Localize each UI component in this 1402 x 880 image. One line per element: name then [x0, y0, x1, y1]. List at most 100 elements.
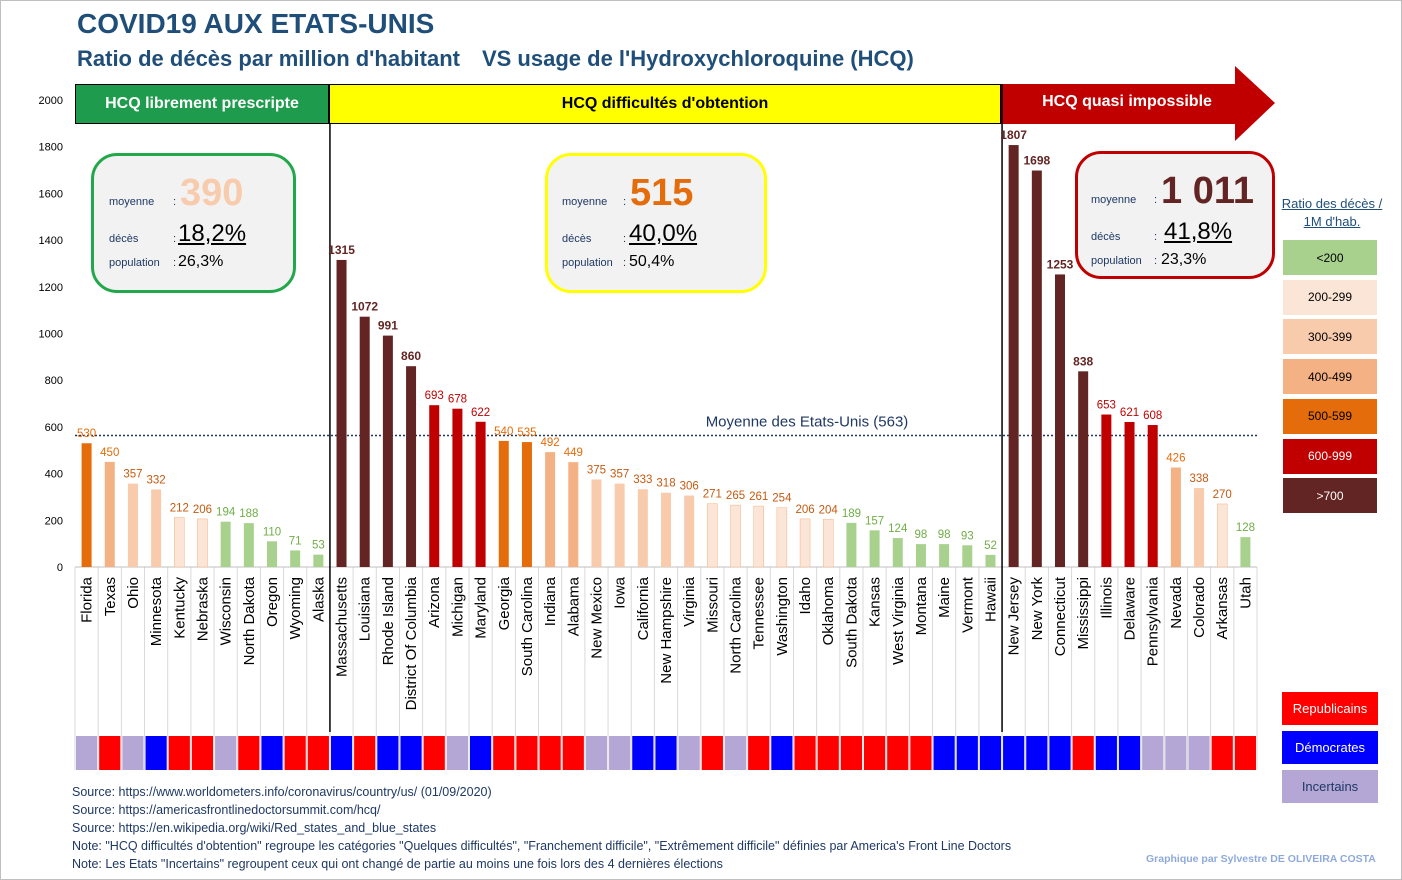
- x-tick-label: Missouri: [704, 577, 721, 633]
- colon: :: [623, 196, 627, 208]
- party-legend-item: Démocrates: [1282, 731, 1378, 764]
- bar: [822, 519, 834, 568]
- party-cell: [701, 736, 723, 770]
- population-pct: 26,3%: [178, 253, 224, 270]
- data-label: 53: [312, 540, 325, 552]
- party-cell: [1026, 736, 1048, 770]
- bar: [243, 523, 254, 567]
- data-label: 535: [517, 427, 536, 439]
- x-tick-label: Wisconsin: [218, 577, 235, 645]
- x-tick-label: Washington: [774, 577, 791, 656]
- data-label: 98: [915, 529, 928, 541]
- party-cell: [238, 736, 260, 770]
- bar: [1216, 503, 1228, 568]
- bar: [290, 550, 301, 567]
- bar: [614, 483, 625, 567]
- bar: [568, 462, 579, 567]
- party-cell: [76, 736, 98, 770]
- average-line-label: Moyenne des Etats-Unis (563): [706, 414, 909, 431]
- bar: [1170, 467, 1181, 567]
- data-label: 318: [656, 478, 675, 490]
- data-label: 1807: [1000, 128, 1027, 142]
- party-cell: [817, 736, 839, 770]
- party-cell: [122, 736, 144, 770]
- x-tick-label: Connecticut: [1052, 576, 1069, 656]
- x-tick-label: New Hampshire: [658, 577, 675, 684]
- x-tick-label: Alaska: [310, 576, 327, 622]
- colon: :: [173, 233, 177, 245]
- data-label: 261: [749, 491, 768, 503]
- y-tick-label: 1600: [39, 188, 63, 200]
- party-cell: [609, 736, 631, 770]
- data-label: 357: [610, 469, 629, 481]
- x-tick-label: Texas: [102, 577, 119, 616]
- x-tick-label: California: [635, 576, 652, 640]
- data-label: 678: [448, 394, 467, 406]
- colon: :: [623, 233, 627, 245]
- party-cell: [1095, 736, 1117, 770]
- y-tick-label: 0: [57, 562, 63, 574]
- party-cell: [377, 736, 399, 770]
- bar: [1147, 425, 1158, 567]
- y-tick-label: 1200: [39, 282, 63, 294]
- data-label: 1253: [1047, 257, 1074, 271]
- x-tick-label: Georgia: [496, 576, 513, 630]
- x-tick-label: Indiana: [542, 576, 559, 626]
- data-label: 1315: [328, 243, 355, 257]
- x-tick-label: Alabama: [565, 576, 582, 636]
- source-line: Source: https://en.wikipedia.org/wiki/Re…: [72, 821, 437, 835]
- party-cell: [1165, 736, 1187, 770]
- x-tick-label: Louisiana: [357, 576, 374, 641]
- x-tick-label: North Carolina: [728, 576, 745, 673]
- data-label: 306: [680, 481, 699, 493]
- data-label: 128: [1236, 522, 1255, 534]
- bar: [1031, 170, 1042, 567]
- data-label: 188: [239, 508, 258, 520]
- party-cell: [887, 736, 909, 770]
- data-label: 110: [263, 526, 281, 538]
- y-tick-label: 600: [45, 422, 63, 434]
- bar: [1124, 421, 1135, 567]
- bar: [127, 483, 138, 567]
- x-tick-label: Maine: [936, 577, 953, 618]
- data-label: 206: [795, 504, 814, 516]
- bar: [336, 259, 347, 567]
- y-tick-label: 1800: [39, 142, 63, 154]
- data-label: 212: [170, 502, 189, 514]
- data-label: 254: [772, 493, 792, 505]
- party-cell: [168, 736, 190, 770]
- data-label: 530: [77, 428, 96, 440]
- chart-subtitle: Ratio de décès par million d'habitant VS …: [77, 46, 914, 72]
- x-tick-label: Massachusetts: [334, 577, 351, 677]
- x-tick-label: New York: [1029, 577, 1046, 641]
- party-cell: [585, 736, 608, 770]
- bar: [452, 408, 463, 567]
- data-label: 333: [633, 474, 652, 486]
- zone-header-impossible: HCQ quasi impossible: [1042, 93, 1212, 110]
- data-label: 93: [961, 530, 974, 542]
- deces-pct: 40,0%: [629, 220, 698, 247]
- bar: [892, 538, 903, 567]
- x-tick-label: Kansas: [867, 577, 884, 627]
- bar: [1240, 537, 1251, 567]
- data-label: 265: [726, 490, 745, 502]
- moyenne-value: 1 011: [1161, 170, 1254, 212]
- party-cell: [423, 736, 445, 770]
- y-tick-label: 400: [45, 469, 63, 481]
- x-tick-label: Oregon: [264, 577, 281, 627]
- party-cell: [354, 736, 376, 770]
- data-label: 332: [147, 474, 166, 486]
- x-tick-label: New Mexico: [588, 577, 605, 659]
- party-cell: [191, 736, 214, 770]
- bar: [104, 461, 115, 567]
- x-tick-label: Tennessee: [751, 577, 768, 650]
- moyenne-value: 390: [180, 172, 244, 214]
- data-label: 492: [541, 437, 560, 449]
- data-label: 449: [564, 447, 583, 459]
- bar: [730, 504, 741, 568]
- party-cell: [933, 736, 955, 770]
- bar: [174, 517, 185, 568]
- bar: [684, 495, 695, 567]
